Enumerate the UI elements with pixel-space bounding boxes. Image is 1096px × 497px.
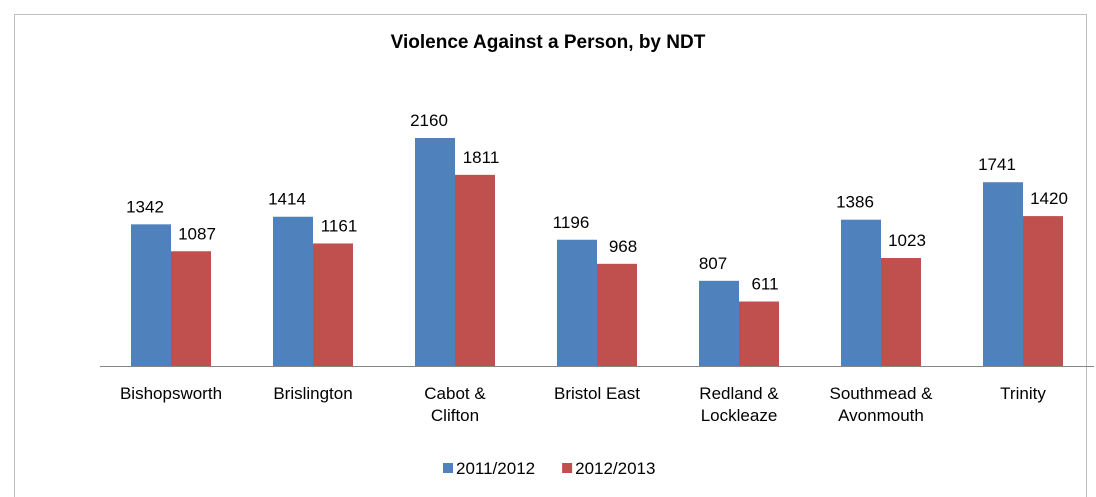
data-label: 1414 <box>268 190 306 209</box>
legend-swatch <box>562 463 573 473</box>
bar <box>313 243 353 366</box>
bar <box>171 251 211 366</box>
bar <box>131 224 171 366</box>
data-label: 1386 <box>836 193 874 212</box>
x-tick-label: Southmead & Avonmouth <box>829 384 933 425</box>
bar <box>455 174 495 366</box>
bar <box>699 280 739 366</box>
data-label: 1023 <box>888 231 926 250</box>
x-tick-label: Brislington <box>273 384 353 403</box>
data-label: 1196 <box>553 213 590 232</box>
bar <box>415 137 455 366</box>
bar <box>1023 216 1063 366</box>
legend-label: 2012/2013 <box>575 459 655 478</box>
x-tick-label: Redland & Lockleaze <box>699 384 779 425</box>
data-label: 1161 <box>321 216 358 235</box>
bar <box>597 263 637 366</box>
data-label: 1420 <box>1030 189 1068 208</box>
legend-swatch <box>443 463 453 473</box>
chart-title: Violence Against a Person, by NDT <box>391 32 706 53</box>
data-label: 968 <box>609 237 637 256</box>
x-tick-label: Bristol East <box>554 384 640 403</box>
x-tick-label: Trinity <box>1000 384 1046 403</box>
x-tick-label: Cabot & Clifton <box>424 384 486 425</box>
bar <box>881 258 921 366</box>
bar <box>841 219 881 366</box>
bar <box>273 216 313 366</box>
x-tick-label: Bishopsworth <box>119 384 223 403</box>
data-label: 611 <box>751 275 778 294</box>
bar <box>739 301 779 366</box>
data-label: 1811 <box>463 148 500 167</box>
data-label: 1342 <box>126 197 164 216</box>
bar <box>557 239 597 366</box>
data-label: 1741 <box>978 155 1016 174</box>
data-label: 2160 <box>410 111 448 130</box>
data-label: 1087 <box>178 224 216 243</box>
data-label: 807 <box>699 254 727 273</box>
bar <box>983 182 1023 366</box>
legend-label: 2011/2012 <box>456 459 535 478</box>
